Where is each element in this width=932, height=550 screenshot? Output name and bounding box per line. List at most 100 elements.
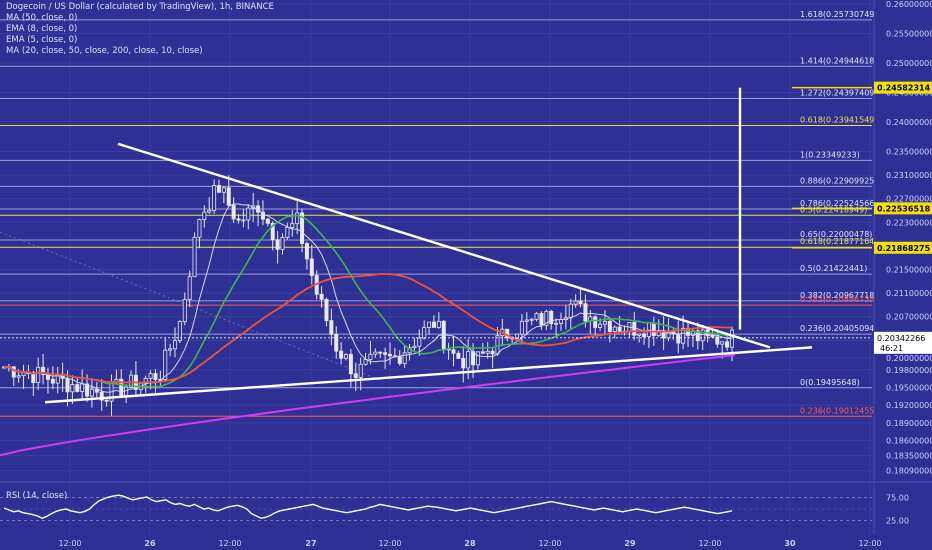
candle-up bbox=[246, 207, 251, 221]
candle-down bbox=[715, 336, 720, 345]
fib-level-label: 0.5(0.21422441) bbox=[800, 264, 867, 273]
candle-down bbox=[41, 366, 46, 375]
candle-up bbox=[182, 299, 187, 323]
candle-down bbox=[578, 300, 583, 305]
highlight-tag-box bbox=[874, 81, 932, 94]
candle-down bbox=[387, 353, 392, 357]
candle-down bbox=[710, 335, 715, 338]
candle-down bbox=[216, 185, 221, 193]
candle-up bbox=[720, 341, 725, 345]
candle-up bbox=[295, 212, 300, 225]
candle-down bbox=[119, 378, 124, 396]
time-axis-label: 12:00 bbox=[58, 539, 81, 548]
time-axis-label: 12:00 bbox=[858, 539, 881, 548]
candle-down bbox=[300, 212, 305, 245]
candle-up bbox=[280, 236, 285, 250]
time-axis-label: 12:00 bbox=[698, 539, 721, 548]
candle-down bbox=[231, 204, 236, 220]
price-axis-label: 0.21100000 bbox=[886, 289, 932, 298]
highlight-price-tag: 0.22536518 bbox=[792, 202, 932, 215]
candle-up bbox=[368, 353, 373, 360]
candle-up bbox=[163, 349, 168, 380]
candle-down bbox=[50, 378, 55, 384]
candle-up bbox=[36, 366, 41, 384]
candle-down bbox=[94, 388, 99, 393]
candle-down bbox=[309, 258, 314, 276]
price-axis-label: 0.23100000 bbox=[886, 171, 932, 180]
candle-down bbox=[275, 239, 280, 250]
candle-up bbox=[700, 329, 705, 342]
candle-down bbox=[339, 350, 344, 359]
candle-up bbox=[529, 318, 534, 321]
fib-level-label: 0.618(0.21877164) bbox=[800, 237, 878, 246]
fib-level-label: 0.886(0.22909925) bbox=[800, 176, 878, 185]
candle-up bbox=[290, 223, 295, 228]
rsi-axis-label: 25.00 bbox=[886, 517, 909, 526]
candle-up bbox=[373, 351, 378, 355]
candle-down bbox=[270, 222, 275, 241]
candle-down bbox=[431, 321, 436, 328]
candle-up bbox=[602, 320, 607, 325]
candle-up bbox=[417, 337, 422, 347]
ma-red-line bbox=[3, 273, 733, 384]
candle-up bbox=[70, 384, 75, 393]
candle-down bbox=[490, 350, 495, 355]
candle-down bbox=[85, 383, 90, 397]
candle-down bbox=[265, 218, 270, 224]
candle-down bbox=[456, 352, 461, 359]
candle-down bbox=[397, 356, 402, 364]
price-axis-label: 0.24000000 bbox=[886, 118, 932, 127]
time-axis-label: 12:00 bbox=[378, 539, 401, 548]
price-axis-label: 0.18600000 bbox=[886, 437, 932, 446]
time-axis-label: 30 bbox=[784, 539, 796, 548]
candle-down bbox=[549, 310, 554, 324]
ma-magenta-line bbox=[0, 354, 736, 457]
legend-ema5[interactable]: EMA (5, close, 0) bbox=[6, 35, 78, 45]
candle-down bbox=[676, 333, 681, 344]
fib-level-label: 0.236(0.20405094) bbox=[800, 324, 878, 333]
fib-level-label: 0.236(0.19012455) bbox=[800, 406, 878, 415]
time-axis-label: 26 bbox=[144, 539, 156, 548]
candle-up bbox=[524, 319, 529, 322]
fib-level-label: 1.272(0.24397409) bbox=[800, 89, 878, 98]
candle-up bbox=[495, 335, 500, 355]
price-axis-label: 0.19500000 bbox=[886, 384, 932, 393]
legend-symbol[interactable]: Dogecoin / US Dollar (calculated by Trad… bbox=[6, 2, 274, 12]
candle-down bbox=[593, 316, 598, 328]
price-axis-label: 0.26000000 bbox=[886, 0, 932, 9]
fib-level-label: 1.618(0.25730749) bbox=[800, 10, 878, 19]
price-axis-label: 0.22300000 bbox=[886, 218, 932, 227]
fib-level-label: 0.382(0.20896735) bbox=[800, 295, 878, 304]
candle-down bbox=[348, 354, 353, 375]
time-axis-label: 12:00 bbox=[538, 539, 561, 548]
candle-up bbox=[358, 363, 363, 378]
candle-up bbox=[568, 303, 573, 319]
candle-down bbox=[226, 187, 231, 206]
candle-up bbox=[344, 354, 349, 359]
candle-up bbox=[656, 330, 661, 336]
candle-down bbox=[617, 326, 622, 332]
candle-down bbox=[480, 351, 485, 354]
candle-up bbox=[612, 326, 617, 333]
candle-down bbox=[378, 351, 383, 354]
price-axis-label: 0.20700000 bbox=[886, 313, 932, 322]
candle-up bbox=[129, 374, 134, 388]
highlight-price-tag: 0.21868275 bbox=[792, 241, 932, 254]
candle-up bbox=[515, 333, 520, 339]
candle-up bbox=[207, 209, 212, 213]
fib-level-label: 0.786(0.22524566) bbox=[800, 199, 878, 208]
candle-down bbox=[65, 377, 70, 393]
candle-down bbox=[471, 351, 476, 366]
candle-down bbox=[75, 384, 80, 392]
legend-ema8[interactable]: EMA (8, close, 0) bbox=[6, 24, 78, 34]
candle-down bbox=[104, 399, 109, 402]
candle-down bbox=[304, 243, 309, 260]
legend-ma-multi[interactable]: MA (20, close, 50, close, 200, close, 10… bbox=[6, 46, 203, 56]
legend-ma50[interactable]: MA (50, close, 0) bbox=[6, 13, 78, 23]
ma-green-line bbox=[3, 214, 733, 388]
candle-down bbox=[642, 333, 647, 337]
rsi-label: RSI (14, close) bbox=[6, 491, 67, 501]
